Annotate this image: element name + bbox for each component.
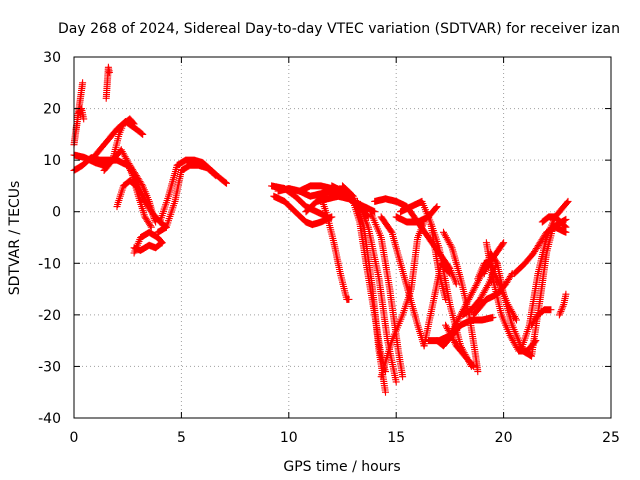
data-markers bbox=[366, 208, 407, 381]
series-arc-45 bbox=[555, 290, 570, 319]
y-tick-label: 10 bbox=[43, 153, 61, 169]
data-markers bbox=[102, 63, 113, 102]
grid bbox=[74, 57, 611, 418]
series-arc-40 bbox=[517, 197, 572, 355]
data-markers bbox=[72, 105, 88, 133]
data-markers bbox=[270, 192, 336, 229]
data-markers bbox=[528, 306, 555, 329]
series-arc-33 bbox=[433, 313, 497, 350]
series-arc-4 bbox=[72, 105, 88, 133]
y-tick-label: -20 bbox=[38, 308, 61, 324]
data-markers bbox=[433, 313, 497, 350]
series-arc-26 bbox=[377, 218, 428, 381]
x-tick-label: 25 bbox=[602, 430, 620, 446]
x-tick-label: 15 bbox=[387, 430, 405, 446]
data-markers bbox=[528, 215, 570, 360]
series-arc-12 bbox=[154, 161, 220, 236]
data-markers bbox=[130, 239, 166, 254]
x-tick-label: 0 bbox=[70, 430, 79, 446]
y-tick-label: -10 bbox=[38, 256, 61, 272]
series-arc-9 bbox=[113, 177, 153, 211]
data-markers bbox=[538, 213, 570, 231]
data-markers bbox=[126, 161, 160, 226]
series-arc-42 bbox=[510, 223, 570, 278]
series-arc-8 bbox=[126, 161, 160, 226]
data-markers bbox=[442, 321, 477, 370]
data-markers bbox=[377, 218, 428, 381]
series-arc-24 bbox=[377, 213, 428, 350]
data-markers bbox=[87, 118, 147, 164]
data-markers bbox=[510, 223, 570, 278]
y-tick-label: 30 bbox=[43, 50, 61, 66]
data-markers bbox=[317, 192, 353, 303]
y-tick-labels: -40 -30 -20 -10 0 10 20 30 bbox=[38, 50, 61, 427]
series-arc-7 bbox=[87, 118, 147, 164]
x-tick-labels: 0 5 10 15 20 25 bbox=[70, 430, 620, 446]
series-arc-13 bbox=[156, 156, 230, 226]
series-arc-41 bbox=[528, 215, 570, 360]
y-tick-label: -40 bbox=[38, 411, 61, 427]
x-axis-label: GPS time / hours bbox=[283, 459, 400, 475]
chart-title: Day 268 of 2024, Sidereal Day-to-day VTE… bbox=[58, 21, 620, 37]
data-layer bbox=[70, 63, 572, 396]
series-arc-11 bbox=[130, 239, 166, 254]
series-arc-28 bbox=[392, 203, 441, 226]
x-tick-label: 20 bbox=[495, 430, 513, 446]
y-tick-label: 20 bbox=[43, 102, 61, 118]
y-tick-label: 0 bbox=[52, 205, 61, 221]
data-markers bbox=[156, 156, 230, 226]
x-tick-label: 5 bbox=[177, 430, 186, 446]
series-arc-5 bbox=[102, 63, 113, 102]
data-markers bbox=[392, 203, 441, 226]
series-arc-34 bbox=[442, 321, 477, 370]
data-markers bbox=[154, 161, 220, 236]
series-arc-23 bbox=[366, 208, 407, 381]
y-axis-label: SDTVAR / TECUs bbox=[7, 181, 23, 296]
series-arc-43 bbox=[538, 213, 570, 231]
series-arc-15 bbox=[270, 192, 336, 229]
ticks bbox=[73, 56, 612, 419]
data-markers bbox=[113, 177, 153, 211]
data-markers bbox=[555, 290, 570, 319]
series-arc-44 bbox=[528, 306, 555, 329]
x-tick-label: 10 bbox=[280, 430, 298, 446]
series-arc-19 bbox=[317, 192, 353, 303]
data-markers bbox=[517, 197, 572, 355]
data-markers bbox=[377, 213, 428, 350]
plot-frame bbox=[73, 56, 612, 419]
y-tick-label: -30 bbox=[38, 359, 61, 375]
